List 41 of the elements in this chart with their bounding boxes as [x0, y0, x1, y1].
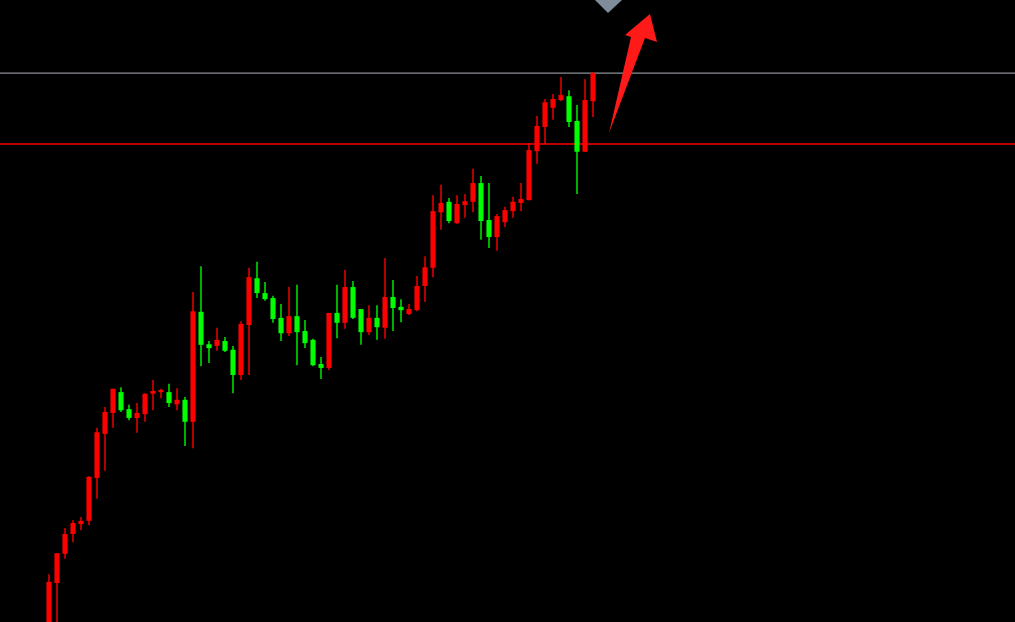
candlestick — [214, 327, 220, 352]
candlestick — [502, 206, 508, 228]
candlestick — [70, 519, 76, 543]
candlestick — [278, 303, 284, 342]
candlestick — [118, 386, 124, 413]
candlestick — [102, 406, 108, 472]
candlestick — [374, 304, 380, 341]
candlestick — [334, 284, 340, 339]
candlestick — [62, 527, 68, 560]
candlestick — [270, 295, 276, 324]
candlestick — [446, 197, 452, 224]
candlestick — [166, 383, 172, 408]
candlestick — [254, 261, 260, 299]
candlestick — [510, 196, 516, 219]
candlestick — [422, 255, 428, 303]
candlestick — [142, 392, 148, 423]
candlestick — [174, 387, 180, 411]
candlestick — [134, 402, 140, 434]
candlestick — [494, 213, 500, 252]
candlestick — [390, 279, 396, 332]
candlestick — [398, 298, 404, 323]
candlestick — [286, 286, 292, 337]
candlestick — [470, 168, 476, 213]
candlestick — [294, 284, 300, 366]
candlestick — [366, 304, 372, 336]
candlestick — [78, 516, 84, 531]
candlestick — [262, 281, 268, 302]
candlestick — [462, 193, 468, 219]
candlestick — [150, 379, 156, 411]
candlestick — [158, 388, 164, 399]
candlestick — [486, 182, 492, 249]
candlestick — [182, 396, 188, 447]
candlestick — [454, 194, 460, 225]
candlestick — [438, 184, 444, 231]
candlestick — [358, 308, 364, 346]
candlestick — [518, 182, 524, 212]
candlestick — [550, 93, 556, 121]
candlestick — [206, 340, 212, 364]
candlestick — [558, 76, 564, 102]
candlestick — [302, 319, 308, 349]
candlestick — [318, 356, 324, 380]
